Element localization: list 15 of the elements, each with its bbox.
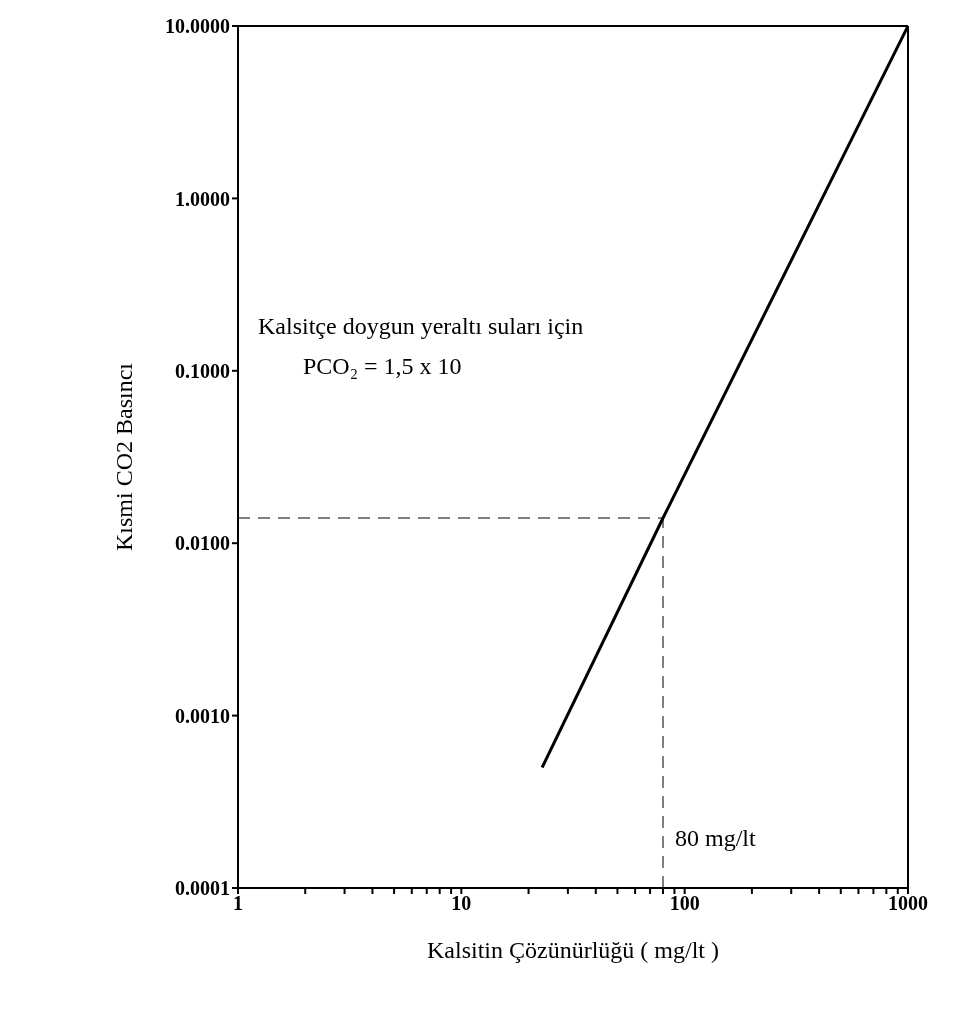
y-tick-label: 10.0000 <box>165 15 230 38</box>
x-tick-label: 100 <box>669 892 700 915</box>
y-tick-label: 0.0100 <box>175 532 230 555</box>
x-axis-title: Kalsitin Çözünürlüğü ( mg/lt ) <box>427 937 719 963</box>
y-tick-label: 0.0001 <box>175 877 230 900</box>
annotation: Kalsitçe doygun yeraltı suları için <box>258 313 584 340</box>
y-tick-label: 1.0000 <box>175 187 230 210</box>
x-tick-label: 1 <box>233 892 243 915</box>
y-tick-label: 0.1000 <box>175 359 230 382</box>
y-axis-title: Kısmi CO2 Basıncı <box>110 362 137 552</box>
x-tick-label: 10 <box>451 892 472 915</box>
annotation: PCO₂ = 1,5 x 10 <box>303 353 462 380</box>
y-tick-label: 0.0010 <box>175 704 230 727</box>
x-tick-label: 1000 <box>888 892 928 915</box>
ref-line-label: 80 mg/lt <box>675 825 757 851</box>
